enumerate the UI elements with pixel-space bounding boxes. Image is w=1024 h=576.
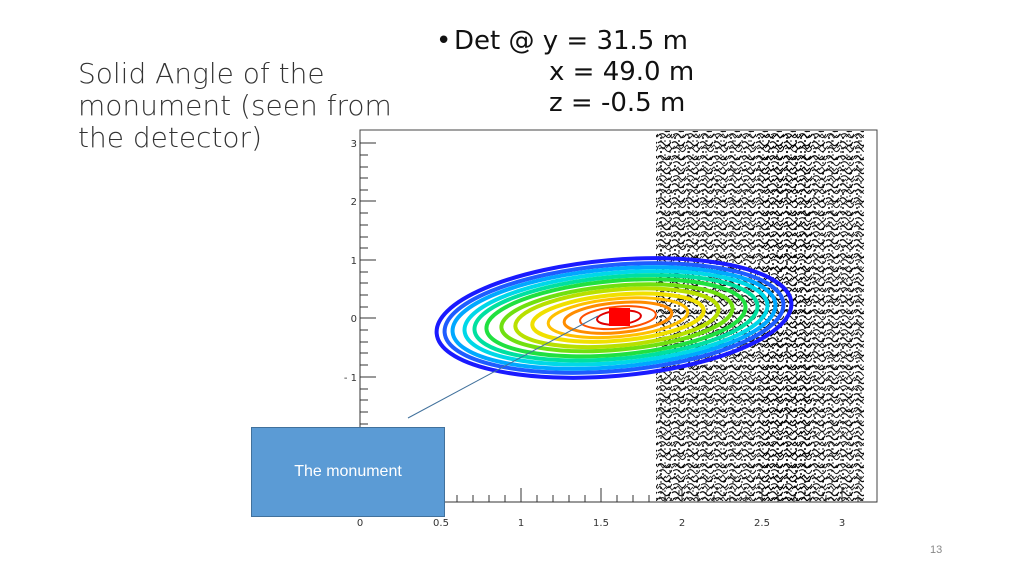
y-tick-label: 3 (351, 139, 357, 150)
bullet-dot-icon: • (436, 26, 452, 56)
det-x-line: x = 49.0 m (549, 57, 695, 87)
detector-position: • Det @ y = 31.5 m x = 49.0 m z = -0.5 m (436, 26, 694, 119)
x-tick-label: 1 (518, 518, 524, 529)
y-tick-label: 0 (351, 314, 357, 325)
det-z-line: z = -0.5 m (549, 88, 686, 118)
title-line-3: the detector) (78, 121, 262, 154)
y-tick-label: 2 (351, 197, 357, 208)
callout-pointer-line (407, 315, 599, 419)
det-y-line: Det @ y = 31.5 m (454, 26, 688, 56)
slide-title: Solid Angle of the monument (seen from t… (78, 58, 398, 154)
y-tick-label: - 1 (344, 373, 357, 384)
monument-peak-marker (609, 308, 630, 326)
title-line-1: Solid Angle of the (78, 57, 325, 90)
monument-callout-box: The monument (251, 427, 445, 517)
x-tick-label: 1.5 (593, 518, 609, 529)
title-line-2: monument (seen from (78, 89, 392, 122)
y-tick-label: 1 (351, 256, 357, 267)
x-tick-label: 0.5 (433, 518, 449, 529)
x-tick-label: 2 (679, 518, 685, 529)
x-tick-label: 3 (839, 518, 845, 529)
x-tick-label: 0 (357, 518, 363, 529)
x-tick-label: 2.5 (754, 518, 770, 529)
page-number: 13 (930, 544, 943, 556)
callout-label: The monument (294, 463, 402, 480)
contour-map (434, 256, 794, 380)
